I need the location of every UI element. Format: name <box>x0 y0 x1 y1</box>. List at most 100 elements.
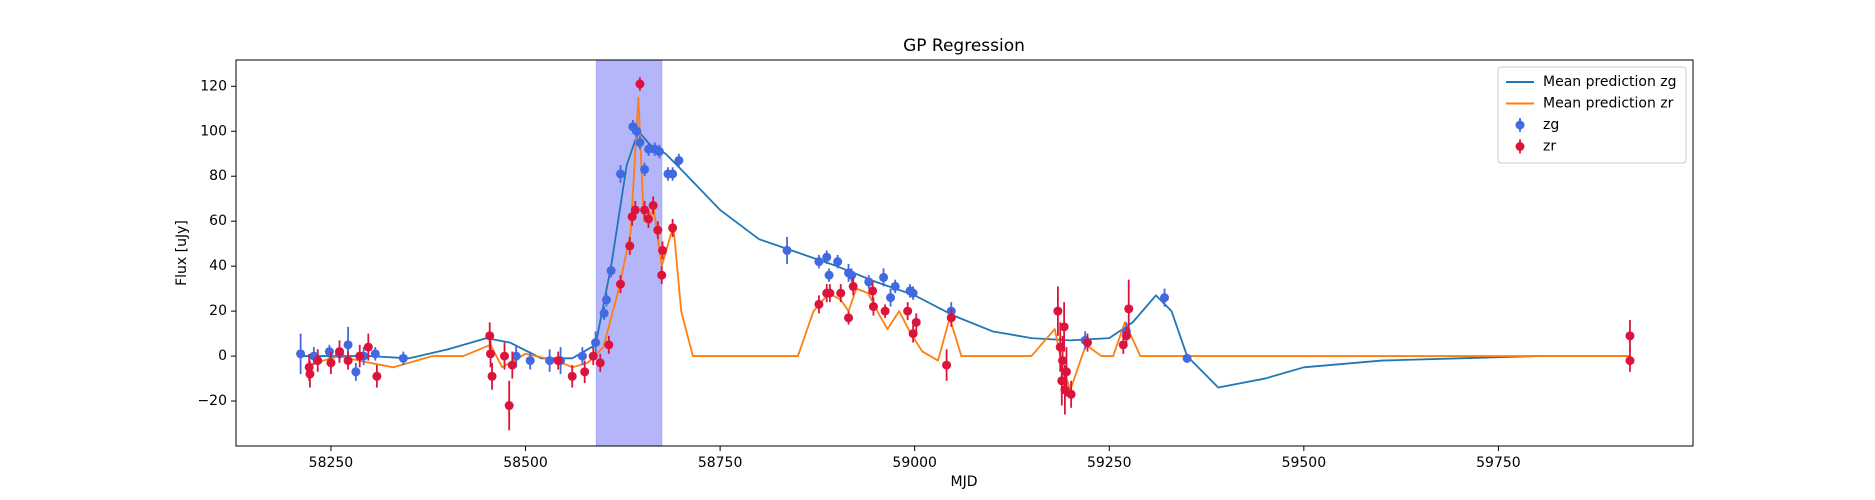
data-point <box>588 351 598 361</box>
data-point <box>507 360 517 370</box>
data-point <box>844 313 854 323</box>
data-point <box>648 200 658 210</box>
data-point <box>1059 322 1069 332</box>
data-point <box>879 272 889 282</box>
data-point <box>511 351 521 361</box>
data-point <box>1625 331 1635 341</box>
data-point <box>500 351 510 361</box>
data-point <box>595 358 605 368</box>
y-axis-label: Flux [uJy] <box>174 220 190 286</box>
data-point <box>1082 338 1092 348</box>
data-point <box>335 347 345 357</box>
data-point <box>343 340 353 350</box>
data-point <box>942 360 952 370</box>
y-tick-label: −20 <box>197 393 227 409</box>
data-point <box>654 146 664 156</box>
data-point <box>305 369 315 379</box>
y-tick-label: 20 <box>209 303 227 319</box>
data-point <box>1182 353 1192 363</box>
x-axis-label: MJD <box>951 474 978 490</box>
data-point <box>604 340 614 350</box>
data-point <box>1066 389 1076 399</box>
data-point <box>635 138 645 148</box>
data-point <box>657 270 667 280</box>
data-point <box>814 299 824 309</box>
data-point <box>372 371 382 381</box>
data-point <box>674 155 684 165</box>
data-point <box>313 356 323 366</box>
data-point <box>635 79 645 89</box>
data-point <box>1625 356 1635 366</box>
x-tick-label: 59500 <box>1282 455 1327 471</box>
data-point <box>1053 306 1063 316</box>
data-point <box>370 349 380 359</box>
data-point <box>864 277 874 287</box>
legend-label: Mean prediction zg <box>1543 74 1677 90</box>
chart-title: GP Regression <box>903 36 1025 56</box>
axes-frame <box>235 59 1694 447</box>
data-point <box>814 257 824 267</box>
legend-swatch <box>1515 142 1525 151</box>
data-point <box>630 205 640 215</box>
data-point <box>836 288 846 298</box>
data-point <box>668 223 678 233</box>
data-point <box>485 331 495 341</box>
data-point <box>567 371 577 381</box>
x-tick-label: 59000 <box>892 455 937 471</box>
data-point <box>606 266 616 276</box>
data-point <box>911 317 921 327</box>
x-tick-label: 58250 <box>309 455 354 471</box>
x-tick-label: 59750 <box>1476 455 1521 471</box>
x-tick-label: 59250 <box>1087 455 1132 471</box>
data-point <box>653 225 663 235</box>
data-point <box>326 358 336 368</box>
data-point <box>847 270 857 280</box>
legend-label: zr <box>1543 139 1556 155</box>
data-point <box>599 308 609 318</box>
data-point <box>824 270 834 280</box>
data-point <box>1160 293 1170 303</box>
data-point <box>833 257 843 267</box>
data-point <box>504 401 514 411</box>
data-point <box>632 126 642 136</box>
data-point <box>601 295 611 305</box>
data-point <box>580 367 590 377</box>
x-tick-label: 58500 <box>503 455 548 471</box>
data-point <box>363 342 373 352</box>
data-point <box>355 351 365 361</box>
data-point <box>487 371 497 381</box>
data-point <box>880 306 890 316</box>
y-tick-label: 40 <box>209 258 227 274</box>
mean-line <box>300 130 1630 389</box>
y-tick-label: 100 <box>200 123 227 139</box>
y-tick-label: 60 <box>209 213 227 229</box>
data-point <box>1061 367 1071 377</box>
ticks: 58250 58500 58750 59000 59250 59500 59750 −20 0 2… <box>197 78 1520 471</box>
data-point <box>296 349 306 359</box>
data-point <box>343 356 353 366</box>
data-point <box>668 169 678 179</box>
y-tick-label: 120 <box>200 78 227 94</box>
legend-box <box>1497 66 1687 164</box>
data-point <box>782 245 792 255</box>
data-point <box>615 279 625 289</box>
legend-label: zg <box>1543 117 1559 133</box>
data-point <box>486 349 496 359</box>
data-point <box>640 164 650 174</box>
data-point <box>644 214 654 224</box>
data-point <box>351 367 361 377</box>
data-point <box>553 356 563 366</box>
data-point <box>890 281 900 291</box>
data-point <box>868 286 878 296</box>
data-point <box>903 306 913 316</box>
data-point <box>644 144 654 154</box>
data-point <box>577 351 587 361</box>
data-point <box>324 347 334 357</box>
y-tick-label: 0 <box>218 348 227 364</box>
mean-line <box>307 96 1630 391</box>
x-tick-label: 58750 <box>698 455 743 471</box>
data-point <box>591 338 601 348</box>
data-point <box>825 288 835 298</box>
data-point <box>886 293 896 303</box>
